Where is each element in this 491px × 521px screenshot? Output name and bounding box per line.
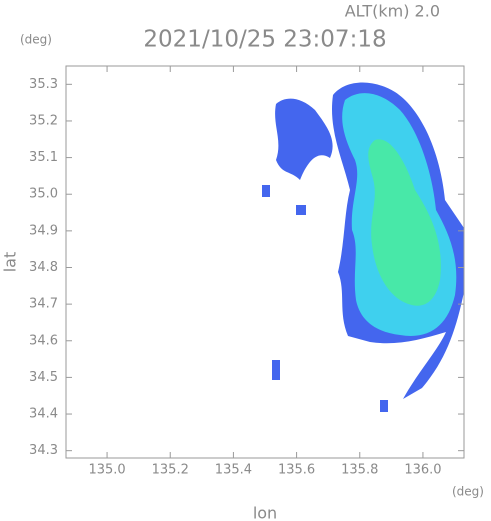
- x-axis-label: lon: [253, 504, 277, 521]
- y-tick-label: 35.0: [29, 187, 58, 202]
- y-tick-label: 34.6: [29, 333, 58, 348]
- y-tick-label: 34.9: [29, 223, 58, 238]
- y-tick-label: 34.5: [29, 370, 58, 385]
- radar-echo: [262, 82, 464, 412]
- x-tick-label: 135.8: [341, 463, 378, 478]
- y-tick-label: 35.2: [29, 113, 58, 128]
- x-tick-label: 135.4: [215, 463, 252, 478]
- y-tick-label: 35.3: [29, 77, 58, 92]
- plot-frame: [65, 65, 465, 459]
- x-tick-label: 135.6: [278, 463, 315, 478]
- y-tick-label: 34.8: [29, 260, 58, 275]
- y-tick-label: 34.3: [29, 443, 58, 458]
- y-tick-label: 34.4: [29, 407, 58, 422]
- x-unit: (deg): [452, 485, 484, 499]
- y-tick-label: 34.7: [29, 297, 58, 312]
- chart-title: 2021/10/25 23:07:18: [143, 27, 386, 53]
- x-tick-label: 135.2: [152, 463, 189, 478]
- y-axis-label: lat: [1, 252, 20, 273]
- y-unit: (deg): [20, 33, 52, 47]
- y-tick-label: 35.1: [29, 150, 58, 165]
- x-tick-label: 136.0: [404, 463, 441, 478]
- altitude-label: ALT(km) 2.0: [345, 2, 440, 21]
- x-tick-label: 135.0: [88, 463, 125, 478]
